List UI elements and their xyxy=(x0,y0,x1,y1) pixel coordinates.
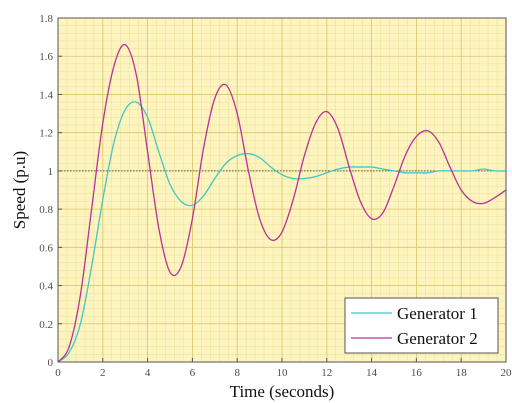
y-tick-label: 0.6 xyxy=(39,242,53,254)
y-tick-label: 1.8 xyxy=(39,13,53,25)
series-line-generator-1 xyxy=(57,101,507,363)
y-tick-label: 0 xyxy=(48,357,54,369)
x-axis-label: Time (seconds) xyxy=(230,382,335,401)
series-layer xyxy=(57,44,507,363)
x-tick-label: 14 xyxy=(366,367,378,379)
legend: Generator 1 Generator 2 xyxy=(344,297,499,354)
y-tick-label: 0.8 xyxy=(39,204,53,216)
y-tick-label: 0.2 xyxy=(39,319,53,331)
y-tick-label: 1 xyxy=(48,166,54,178)
y-axis-label: Speed (p.u) xyxy=(10,151,29,229)
legend-box xyxy=(344,297,499,354)
y-tick-label: 1.2 xyxy=(39,128,53,140)
x-axis-ticks: 0 2 4 6 8 10 12 14 16 18 20 xyxy=(55,358,512,379)
x-tick-label: 2 xyxy=(100,367,106,379)
y-axis-ticks: 0 0.2 0.4 0.6 0.8 1 1.2 1.4 1.6 1.8 xyxy=(39,13,62,369)
x-tick-label: 12 xyxy=(321,367,332,379)
x-tick-label: 16 xyxy=(411,367,423,379)
legend-label-generator-1: Generator 1 xyxy=(397,304,478,323)
y-tick-label: 0.4 xyxy=(39,281,53,293)
x-tick-label: 8 xyxy=(234,367,240,379)
x-tick-label: 20 xyxy=(501,367,512,379)
x-tick-label: 0 xyxy=(55,367,61,379)
y-tick-label: 1.6 xyxy=(39,51,53,63)
x-tick-label: 10 xyxy=(277,367,289,379)
x-tick-label: 4 xyxy=(145,367,151,379)
x-tick-label: 6 xyxy=(190,367,196,379)
legend-label-generator-2: Generator 2 xyxy=(397,329,478,348)
x-tick-label: 18 xyxy=(456,367,468,379)
series-line-generator-2 xyxy=(57,44,507,363)
y-tick-label: 1.4 xyxy=(39,89,53,101)
